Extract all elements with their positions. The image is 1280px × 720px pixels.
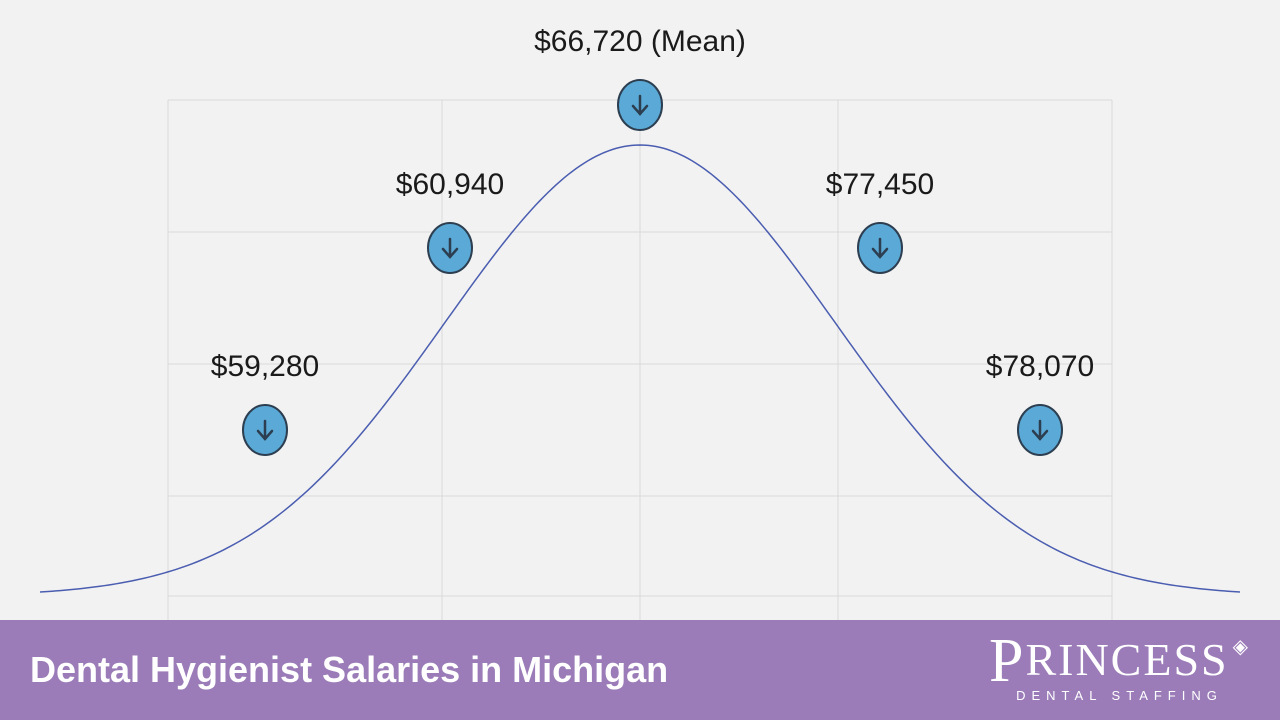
marker-4 [1018,405,1062,455]
footer-title: Dental Hygienist Salaries in Michigan [30,649,668,691]
brand-logo: PRINCESS◈ DENTAL STAFFING [989,637,1250,704]
marker-1 [428,223,472,273]
logo-letter-p: P [989,637,1025,687]
salary-label-4: $78,070 [986,350,1094,384]
salary-label-2: $66,720 (Mean) [534,25,746,59]
chart-svg [0,0,1280,620]
footer-bar: Dental Hygienist Salaries in Michigan PR… [0,620,1280,720]
diamond-icon: ◈ [1233,637,1250,657]
salary-label-3: $77,450 [826,168,934,202]
logo-main: PRINCESS◈ [989,637,1250,687]
chart-area: $59,280 $60,940 $66,720 (Mean) $77,450 $78,0… [0,0,1280,620]
marker-0 [243,405,287,455]
canvas: $59,280 $60,940 $66,720 (Mean) $77,450 $78,0… [0,0,1280,720]
marker-2 [618,80,662,130]
marker-3 [858,223,902,273]
salary-label-1: $60,940 [396,168,504,202]
logo-rest: RINCESS [1025,637,1228,683]
salary-label-0: $59,280 [211,350,319,384]
logo-sub: DENTAL STAFFING [1016,688,1223,703]
